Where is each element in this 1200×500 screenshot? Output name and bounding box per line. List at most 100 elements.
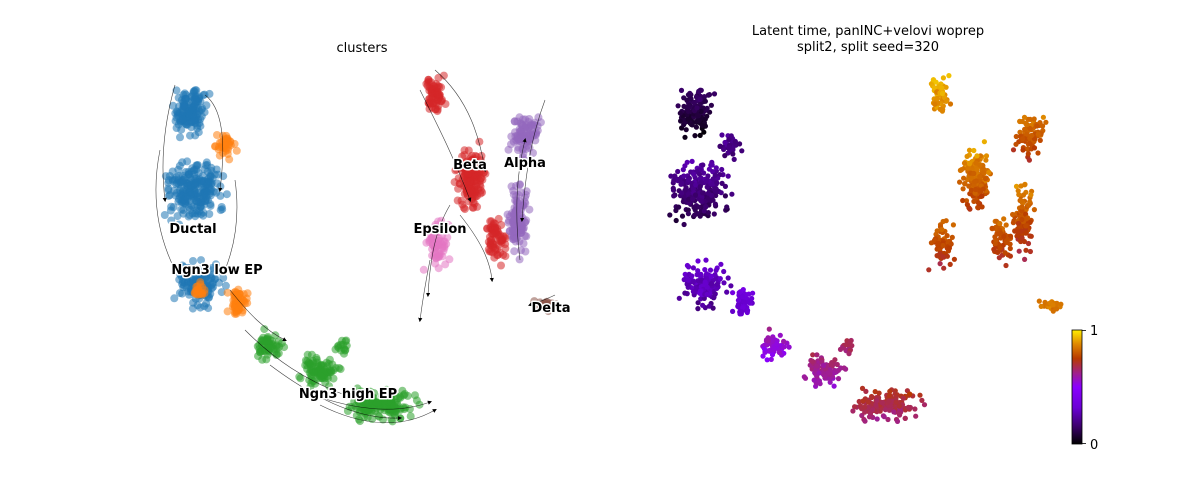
latent-time-point [960, 197, 966, 204]
cluster-point [525, 143, 534, 152]
latent-time-point [949, 234, 955, 240]
latent-time-point [1031, 116, 1037, 122]
cluster-point [513, 134, 522, 143]
cluster-point [419, 265, 428, 274]
latent-time-point [764, 357, 770, 363]
latent-time-point [1027, 248, 1033, 255]
cluster-point [179, 102, 188, 110]
cluster-point [307, 361, 316, 370]
latent-time-point [1001, 216, 1007, 222]
latent-time-point [726, 144, 732, 151]
latent-time-point [682, 290, 688, 296]
latent-time-point [714, 281, 720, 288]
velocity-streamline [418, 259, 431, 323]
latent-time-point [697, 96, 703, 103]
latent-time-point [768, 356, 774, 362]
latent-time-point [995, 249, 1001, 255]
cluster-point [514, 146, 522, 154]
cluster-point [179, 90, 188, 99]
cluster-point [437, 97, 446, 106]
cluster-point [197, 256, 205, 265]
cluster-point [510, 247, 519, 256]
latent-time-point [917, 392, 923, 398]
cluster-point [486, 236, 495, 245]
cluster-point [520, 232, 529, 240]
latent-time-point [732, 139, 738, 145]
cluster-point [211, 260, 220, 269]
latent-time-point [973, 186, 979, 193]
latent-time-point [694, 105, 700, 111]
cluster-point [207, 178, 216, 187]
cluster-point [160, 211, 169, 219]
cluster-point [379, 415, 387, 424]
latent-time-point [738, 309, 745, 315]
latent-time-point [887, 388, 893, 394]
cluster-point [515, 180, 524, 189]
latent-time-point [702, 98, 709, 104]
cluster-point [206, 171, 215, 180]
latent-time-point [679, 213, 686, 219]
cluster-point [527, 122, 536, 130]
cluster-point [356, 387, 365, 396]
latent-time-point [690, 196, 696, 202]
cluster-point [169, 203, 178, 212]
latent-time-point [679, 190, 685, 196]
latent-time-point [682, 134, 688, 140]
latent-time-point [774, 341, 780, 347]
cluster-point [199, 208, 208, 217]
cluster-point [211, 274, 220, 283]
latent-time-point [728, 133, 734, 139]
latent-time-point [713, 192, 719, 199]
latent-time-point [1010, 211, 1016, 218]
latent-time-point [977, 173, 983, 180]
cluster-point [497, 261, 505, 270]
latent-time-point [1013, 183, 1020, 189]
latent-time-point [721, 146, 727, 152]
latent-time-point [896, 410, 902, 416]
latent-time-point [709, 192, 715, 198]
velocity-streamline [155, 149, 176, 272]
latent-time-point [1020, 136, 1026, 142]
latent-time-point [714, 180, 720, 186]
latent-time-point [979, 204, 985, 210]
cluster-point [467, 159, 475, 168]
cluster-point [411, 391, 419, 400]
velocity-streamline [528, 294, 556, 307]
latent-time-point [885, 416, 891, 423]
cluster-point [484, 245, 493, 254]
velocity-streamline [319, 404, 437, 424]
cluster-point [517, 246, 525, 255]
latent-time-point [713, 267, 719, 273]
latent-time-point [685, 177, 692, 183]
cluster-point [191, 182, 200, 191]
cluster-point [193, 161, 202, 169]
latent-time-point [940, 242, 946, 249]
cluster-point [388, 417, 397, 426]
latent-time-point [695, 258, 701, 264]
latent-time-point [1019, 208, 1025, 214]
cluster-point [202, 272, 211, 281]
latent-time-point [1010, 147, 1017, 153]
cluster-point [465, 177, 474, 186]
latent-time-point [876, 390, 882, 396]
latent-time-point [874, 397, 880, 404]
latent-time-point [964, 177, 971, 183]
latent-time-point [964, 202, 971, 208]
latent-time-point [703, 178, 710, 184]
latent-time-point [997, 245, 1003, 251]
latent-time-point [776, 349, 783, 356]
latent-time-point [703, 257, 709, 263]
cluster-point [460, 159, 469, 168]
cluster-point [179, 176, 188, 184]
latent-time-point [972, 179, 978, 185]
latent-time-point [700, 162, 706, 168]
cluster-point [171, 109, 180, 118]
latent-time-point [671, 193, 677, 199]
latent-time-point [681, 221, 687, 228]
latent-time-point [983, 157, 989, 163]
latent-time-point [934, 95, 941, 101]
cluster-point [429, 239, 437, 248]
cluster-point [175, 161, 184, 170]
latent-time-point [684, 97, 690, 103]
